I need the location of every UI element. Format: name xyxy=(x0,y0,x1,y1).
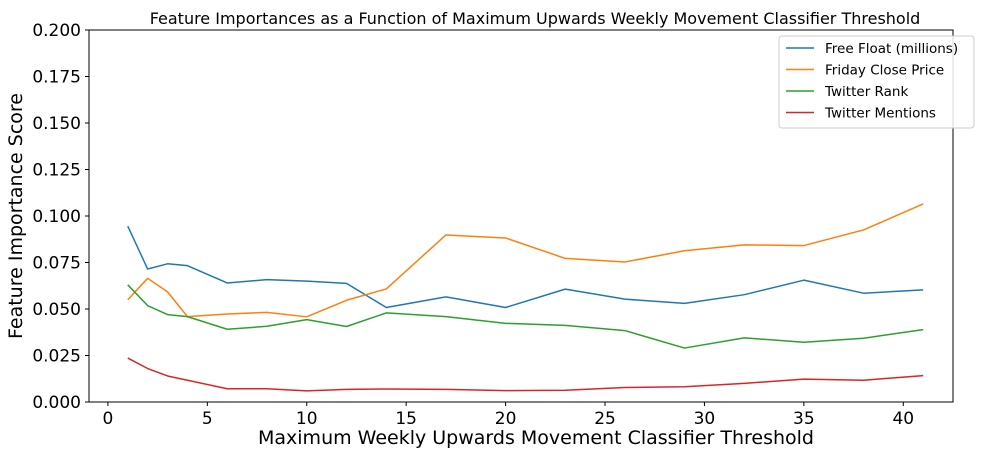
x-tick-label: 5 xyxy=(202,409,213,429)
y-tick-label: 0.075 xyxy=(32,254,81,274)
x-tick-label: 30 xyxy=(694,409,716,429)
y-tick-label: 0.150 xyxy=(32,114,81,134)
legend-label: Twitter Rank xyxy=(824,84,908,100)
legend-label: Twitter Mentions xyxy=(824,106,936,122)
x-tick-label: 25 xyxy=(594,409,616,429)
legend-label: Free Float (millions) xyxy=(825,41,958,57)
legend: Free Float (millions) Friday Close Price T… xyxy=(779,36,974,128)
y-tick-label: 0.125 xyxy=(32,161,81,181)
x-tick-label: 35 xyxy=(793,409,815,429)
y-tick-label: 0.050 xyxy=(32,300,81,320)
x-tick-label: 10 xyxy=(296,409,318,429)
y-tick-label: 0.175 xyxy=(32,68,81,88)
x-tick-label: 15 xyxy=(395,409,417,429)
x-axis-title: Maximum Weekly Upwards Movement Classifi… xyxy=(258,427,814,449)
x-tick-label: 40 xyxy=(892,409,914,429)
y-axis-title: Feature Importance Score xyxy=(5,93,27,339)
y-tick-label: 0.000 xyxy=(32,393,81,413)
x-tick-label: 0 xyxy=(102,409,113,429)
legend-label: Friday Close Price xyxy=(825,63,944,79)
y-tick-label: 0.025 xyxy=(32,347,81,367)
chart-title: Feature Importances as a Function of Max… xyxy=(150,9,921,28)
x-tick-label: 20 xyxy=(495,409,517,429)
y-tick-label: 0.100 xyxy=(32,207,81,227)
y-tick-label: 0.200 xyxy=(32,21,81,41)
